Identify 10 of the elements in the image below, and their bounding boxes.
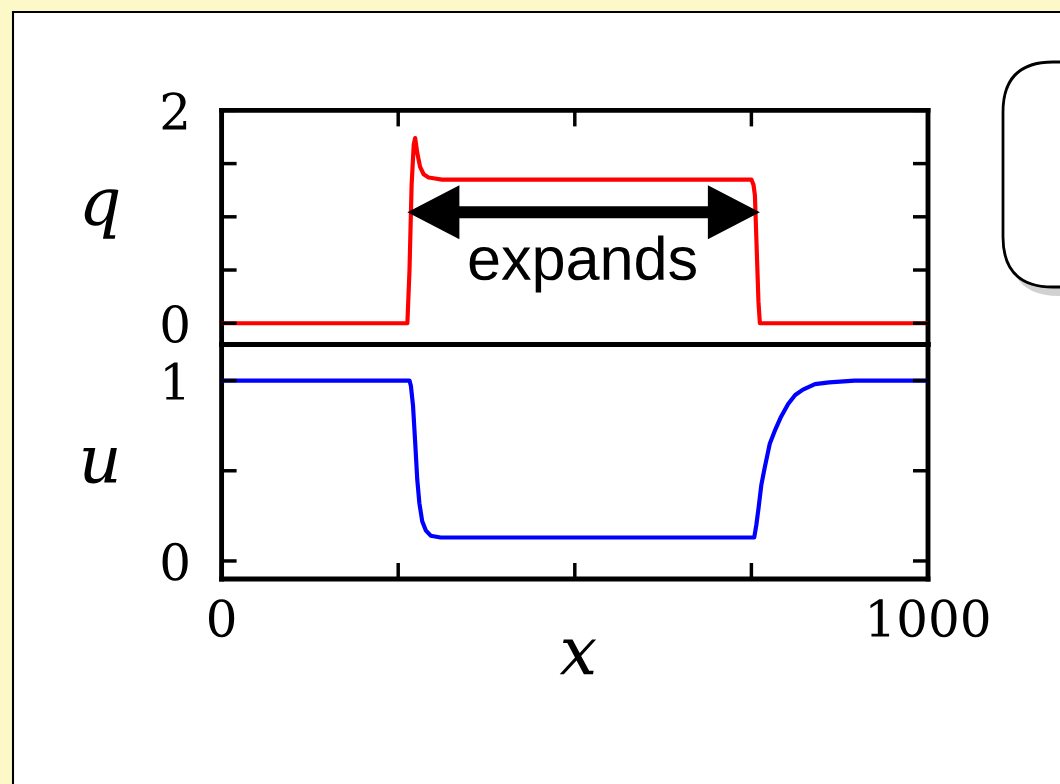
line-series — [221, 378, 928, 540]
y-axis-title: q — [84, 189, 119, 239]
x-axis-title: x — [559, 639, 597, 675]
y-tick-label: 0 — [162, 305, 188, 343]
annotation: expands — [469, 235, 696, 293]
x-tick-label: 1000 — [870, 599, 989, 638]
y-tick-label: 2 — [162, 92, 187, 130]
y-axis-title: u — [83, 447, 117, 484]
y-tick-label: 0 — [162, 542, 188, 581]
y-tick-label: 1 — [165, 362, 184, 400]
